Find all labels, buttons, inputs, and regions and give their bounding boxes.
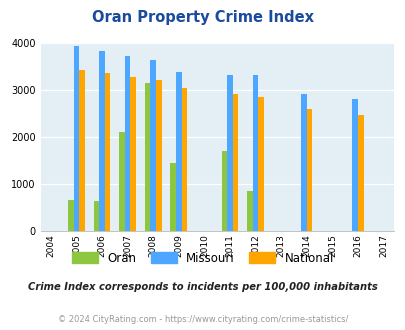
Bar: [227, 75, 232, 231]
Bar: [68, 200, 73, 231]
Bar: [124, 56, 130, 231]
Text: Oran Property Crime Index: Oran Property Crime Index: [92, 10, 313, 25]
Bar: [181, 88, 187, 231]
Bar: [93, 201, 99, 231]
Bar: [175, 72, 181, 231]
Legend: Oran, Missouri, National: Oran, Missouri, National: [72, 252, 333, 265]
Bar: [130, 77, 136, 231]
Text: © 2024 CityRating.com - https://www.cityrating.com/crime-statistics/: © 2024 CityRating.com - https://www.city…: [58, 315, 347, 324]
Bar: [150, 60, 156, 231]
Bar: [357, 115, 363, 231]
Bar: [170, 163, 176, 231]
Bar: [221, 151, 227, 231]
Bar: [252, 75, 258, 231]
Bar: [258, 96, 263, 231]
Bar: [104, 74, 110, 231]
Bar: [156, 80, 161, 231]
Bar: [145, 83, 150, 231]
Bar: [99, 51, 104, 231]
Bar: [73, 46, 79, 231]
Bar: [232, 94, 238, 231]
Bar: [119, 132, 124, 231]
Bar: [247, 191, 252, 231]
Bar: [301, 94, 306, 231]
Bar: [306, 109, 312, 231]
Bar: [79, 70, 85, 231]
Text: Crime Index corresponds to incidents per 100,000 inhabitants: Crime Index corresponds to incidents per…: [28, 282, 377, 292]
Bar: [352, 99, 357, 231]
